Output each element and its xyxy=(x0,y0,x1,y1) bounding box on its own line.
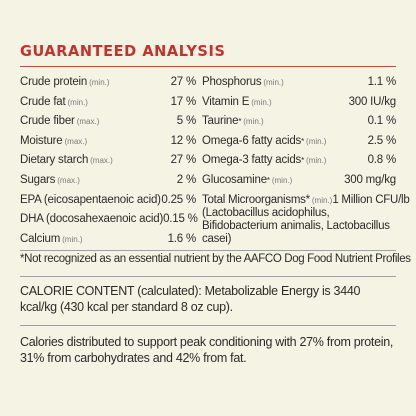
nutrient-name: Vitamin E xyxy=(202,95,250,108)
nutrient-row: Crude fiber (max.) 5 % xyxy=(20,115,196,135)
nutrient-row: Calcium (min.) 1.6 % xyxy=(20,233,196,253)
nutrient-row: Taurine * (min.) 0.1 % xyxy=(202,115,397,128)
nutrient-qualifier: (max.) xyxy=(90,156,113,166)
nutrient-value: 1.6 % xyxy=(167,232,197,245)
nutrient-name: Taurine xyxy=(202,115,239,128)
nutrient-name: Phosphorus xyxy=(202,76,262,88)
nutrient-value: 0.8 % xyxy=(367,154,397,167)
microorganisms-block: Total Microorganisms* (min.) 1 Million CF… xyxy=(202,193,410,246)
nutrient-row: Crude protein (min.) 27 % xyxy=(20,76,196,96)
nutrient-row: Omega-3 fatty acids * (min.) 0.8 % xyxy=(202,154,397,167)
nutrient-value: 12 % xyxy=(170,134,197,147)
asterisk-marker: * xyxy=(305,193,310,206)
nutrient-value: 1.1 % xyxy=(367,76,397,88)
nutrient-qualifier: (min.) xyxy=(243,117,264,127)
nutrient-name: Crude fiber xyxy=(20,115,75,128)
divider xyxy=(20,325,396,326)
nutrient-qualifier: (min.) xyxy=(89,78,110,87)
nutrient-value: 2 % xyxy=(176,173,196,186)
divider xyxy=(20,250,396,251)
heading-rule xyxy=(20,66,396,67)
nutrient-qualifier: (min.) xyxy=(306,156,327,166)
nutrient-value: 300 mg/kg xyxy=(344,173,396,186)
nutrient-name: EPA (eicosapentaenoic acid) xyxy=(20,193,161,206)
nutrient-qualifier: (min.) xyxy=(271,175,293,185)
nutrient-qualifier: (min.) xyxy=(67,97,88,107)
nutrient-row: Vitamin E (min.) 300 IU/kg xyxy=(202,96,396,116)
nutrient-row: Sugars (max.) 2 % xyxy=(20,174,196,194)
nutrient-name: Glucosamine xyxy=(202,173,267,186)
nutrient-row: Omega-6 fatty acids * (min.) 2.5 % xyxy=(202,134,397,147)
nutrient-row: EPA (eicosapentaenoic acid) 0.25 % xyxy=(20,194,196,214)
nutrient-qualifier: (max.) xyxy=(57,175,80,185)
nutrient-qualifier: (max.) xyxy=(64,136,88,146)
nutrient-name: Sugars xyxy=(20,173,56,186)
nutrient-name: Moisture xyxy=(20,134,63,147)
nutrient-value: 0.15 % xyxy=(163,213,198,226)
nutrient-value: 0.1 % xyxy=(367,115,397,128)
nutrient-value: 27 % xyxy=(170,76,197,88)
guaranteed-analysis-heading: GUARANTEED ANALYSIS xyxy=(20,43,226,61)
nutrient-value: 2.5 % xyxy=(367,134,397,147)
nutrient-qualifier: (min.) xyxy=(251,97,272,107)
nutrient-row: Crude fat (min.) 17 % xyxy=(20,96,196,116)
nutrient-qualifier: (min.) xyxy=(62,234,83,244)
microorganism-strains: (Lactobacillus acidophilus, Bifidobacter… xyxy=(202,206,390,245)
nutrient-row: Glucosamine * (min.) 300 mg/kg xyxy=(202,173,396,186)
nutrient-name: DHA (docosahexaenoic acid) xyxy=(20,213,164,226)
nutrient-value: 27 % xyxy=(170,154,197,167)
nutrient-value: 300 IU/kg xyxy=(348,95,397,108)
nutrient-row: Moisture (max.) 12 % xyxy=(20,135,196,155)
left-nutrient-column: Crude protein (min.) 27 % Crude fat (min.)… xyxy=(20,76,198,253)
right-nutrient-column: Phosphorus (min.) 1.1 % Vitamin E (min.) 3… xyxy=(202,76,410,246)
nutrient-row: DHA (docosahexaenoic acid) 0.15 % xyxy=(20,213,198,233)
nutrient-qualifier: (max.) xyxy=(76,117,100,127)
nutrient-name: Total Microorganisms xyxy=(202,193,306,206)
nutrient-qualifier: (min.) xyxy=(306,136,327,146)
nutrient-qualifier: (min.) xyxy=(311,195,333,205)
nutrient-value: 1 Million CFU/lb xyxy=(332,193,410,206)
nutrient-name: Dietary starch xyxy=(20,154,89,167)
nutrient-name: Omega-6 fatty acids xyxy=(202,134,302,147)
divider xyxy=(20,276,396,277)
nutrient-value: 0.25 % xyxy=(161,193,196,206)
nutrient-name: Crude fat xyxy=(20,95,66,108)
aafco-footnote: *Not recognized as an essential nutrient… xyxy=(20,253,411,265)
nutrient-row: Phosphorus (min.) 1.1 % xyxy=(202,76,396,96)
nutrient-value: 5 % xyxy=(176,115,196,128)
nutrient-name: Crude protein xyxy=(20,76,88,88)
calorie-content: CALORIE CONTENT (calculated): Metaboliza… xyxy=(20,284,361,314)
nutrient-name: Omega-3 fatty acids xyxy=(202,154,302,167)
nutrient-row: Dietary starch (max.) 27 % xyxy=(20,154,196,174)
nutrient-qualifier: (min.) xyxy=(263,78,284,87)
nutrient-name: Calcium xyxy=(20,232,61,245)
calories-distribution: Calories distributed to support peak con… xyxy=(20,335,394,365)
nutrient-value: 17 % xyxy=(170,95,197,108)
